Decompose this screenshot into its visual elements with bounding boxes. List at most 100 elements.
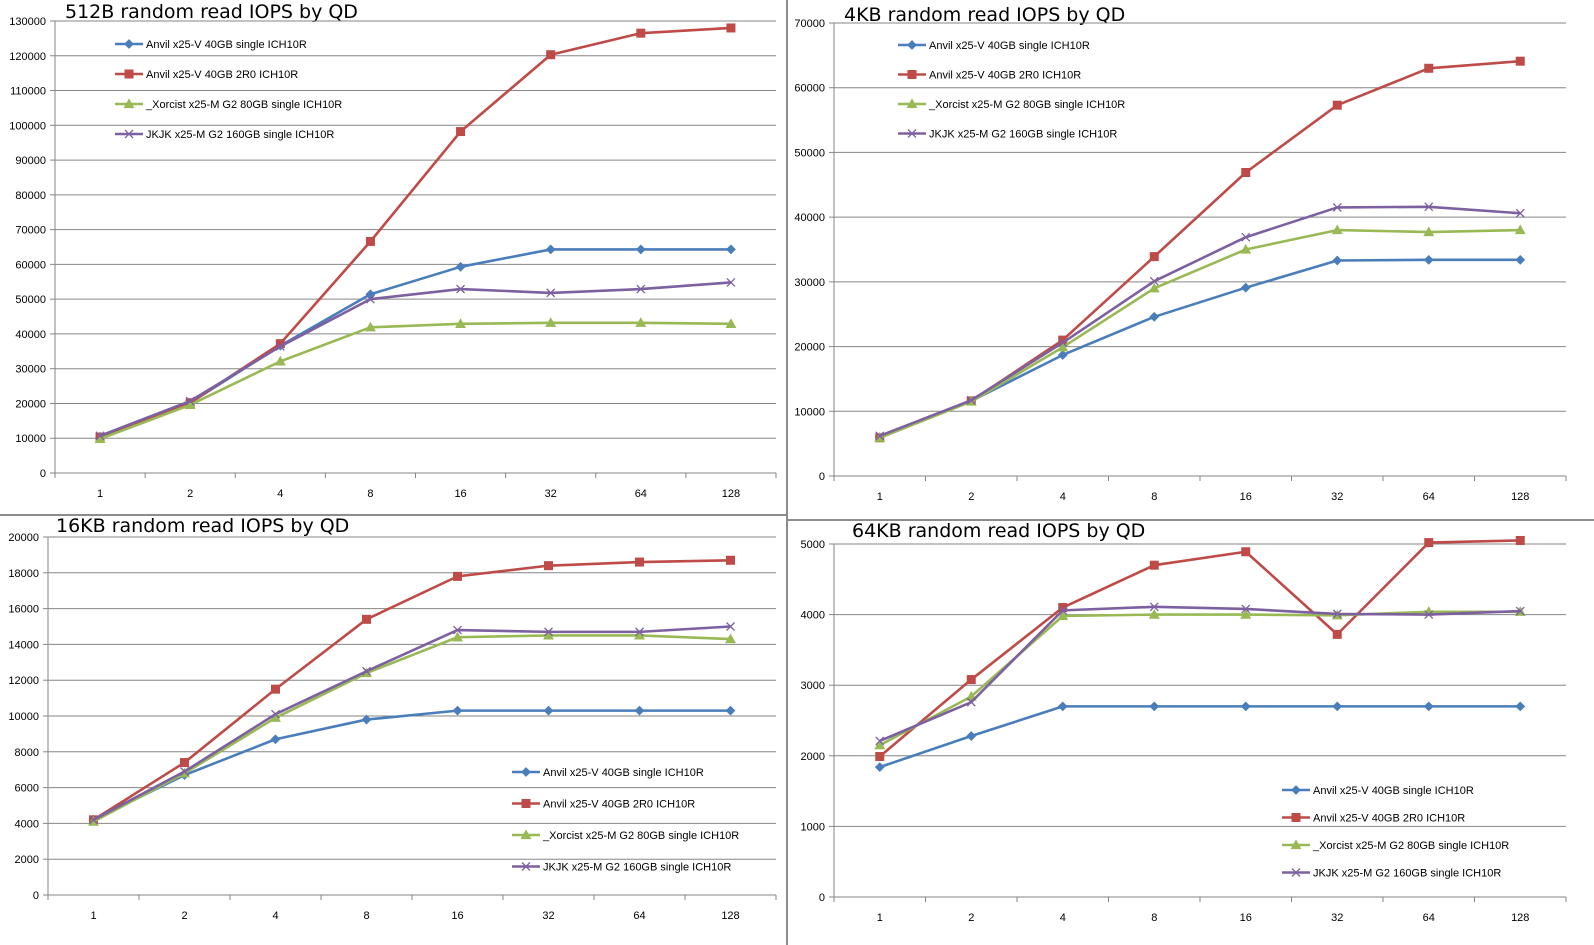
data-point — [365, 236, 375, 246]
y-tick-label: 0 — [819, 892, 825, 904]
y-tick-label: 40000 — [15, 329, 46, 341]
chart-title: 4KB random read IOPS by QD — [844, 4, 1125, 26]
data-point — [875, 431, 885, 441]
x-tick-label: 16 — [1240, 912, 1252, 924]
data-point — [726, 622, 735, 631]
series-line — [92, 625, 731, 821]
series-2 — [95, 23, 736, 442]
legend-label: Anvil x25-V 40GB single ICH10R — [146, 39, 307, 51]
data-point — [1241, 232, 1251, 242]
data-point — [725, 633, 736, 644]
data-point — [1057, 701, 1068, 712]
y-tick-label: 100000 — [9, 120, 46, 132]
data-point — [1424, 538, 1434, 548]
data-point — [544, 627, 553, 637]
gridlines — [829, 22, 1566, 477]
x-tick-label: 32 — [1331, 912, 1343, 924]
y-tick-label: 4000 — [801, 610, 825, 622]
legend-label: Anvil x25-V 40GB single ICH10R — [1313, 785, 1474, 797]
series-2 — [89, 555, 735, 825]
x-tick-label: 1 — [877, 912, 883, 924]
y-tick-label: 8000 — [15, 747, 39, 759]
chart-panel-16kb: 16KB random read IOPS by QD 0 2000 4000 6000… — [0, 516, 786, 945]
series-line — [879, 205, 1521, 438]
legend-marker — [1291, 813, 1301, 822]
data-point — [271, 709, 280, 719]
y-tick-label: 5000 — [801, 539, 825, 551]
y-tick-label: 20000 — [794, 342, 825, 354]
data-point — [180, 758, 189, 768]
y-tick-label: 20000 — [8, 532, 39, 544]
y-tick-label: 130000 — [9, 16, 46, 28]
legend-marker — [123, 98, 135, 109]
data-point — [184, 399, 196, 409]
data-point — [1241, 604, 1251, 614]
y-tick-label: 50000 — [794, 147, 825, 159]
legend-label: JKJK x25-M G2 160GB single ICH10R — [543, 862, 731, 874]
data-point — [364, 321, 376, 332]
data-point — [1423, 701, 1434, 712]
legend-marker — [906, 98, 918, 109]
data-point — [1515, 56, 1525, 66]
y-tick-label: 30000 — [794, 277, 825, 289]
data-point — [545, 244, 556, 255]
series-line — [878, 539, 1521, 758]
legend-marker — [124, 39, 134, 49]
x-tick-label: 128 — [722, 488, 740, 500]
x-tick-label: 128 — [721, 910, 739, 922]
data-point — [1149, 276, 1159, 286]
data-point — [455, 261, 466, 272]
x-tick-label: 2 — [968, 912, 974, 924]
data-point — [635, 244, 646, 255]
data-point — [726, 244, 736, 255]
data-point — [362, 666, 371, 676]
y-tick-label: 3000 — [801, 680, 825, 692]
data-point — [95, 431, 105, 441]
data-point — [452, 705, 463, 716]
legend-marker — [521, 767, 531, 777]
legend-marker — [907, 70, 917, 79]
chart-4kb-svg: 4KB random read IOPS by QD 0 10000 20000 300… — [794, 4, 1567, 503]
x-tick-label: 2 — [968, 491, 974, 503]
series-4 — [875, 602, 1525, 746]
data-point — [271, 684, 280, 694]
data-point — [88, 815, 99, 826]
data-point — [1515, 535, 1525, 545]
y-tick-label: 10000 — [15, 433, 46, 445]
gridlines — [43, 536, 776, 896]
legend-label: JKJK x25-M G2 160GB single ICH10R — [146, 129, 334, 141]
data-point — [1057, 350, 1068, 360]
data-point — [966, 697, 976, 707]
data-point — [453, 571, 462, 581]
data-point — [726, 23, 736, 33]
y-tick-label: 70000 — [794, 18, 825, 30]
data-point — [1515, 606, 1525, 616]
data-point — [875, 752, 885, 762]
series-3 — [88, 629, 736, 826]
x-tick-label: 4 — [1060, 491, 1066, 503]
y-tick-label: 16000 — [8, 604, 39, 616]
y-tick-label: 18000 — [8, 568, 39, 580]
data-point — [274, 355, 286, 366]
data-point — [1515, 701, 1526, 712]
data-point — [1149, 560, 1159, 570]
x-tick-label: 16 — [451, 910, 463, 922]
series-line — [879, 610, 1521, 747]
data-point — [1148, 608, 1160, 619]
chart-64kb-svg: 64KB random read IOPS by QD 0 1000 2000 3000… — [801, 521, 1567, 924]
y-tick-label: 110000 — [10, 86, 46, 98]
y-tick-label: 10000 — [8, 711, 39, 723]
data-point — [546, 50, 556, 60]
data-point — [726, 278, 736, 287]
gridlines — [829, 543, 1566, 898]
y-tick-label: 60000 — [15, 259, 46, 271]
legend-marker — [521, 862, 531, 871]
data-point — [1332, 629, 1342, 639]
legend-label: _Xorcist x25-M G2 80GB single ICH10R — [1312, 840, 1509, 852]
x-tick-label: 32 — [542, 910, 554, 922]
data-point — [1240, 282, 1251, 293]
x-tick-label: 2 — [181, 910, 187, 922]
data-point — [544, 561, 553, 571]
y-tick-label: 0 — [819, 471, 825, 483]
data-point — [966, 395, 976, 405]
